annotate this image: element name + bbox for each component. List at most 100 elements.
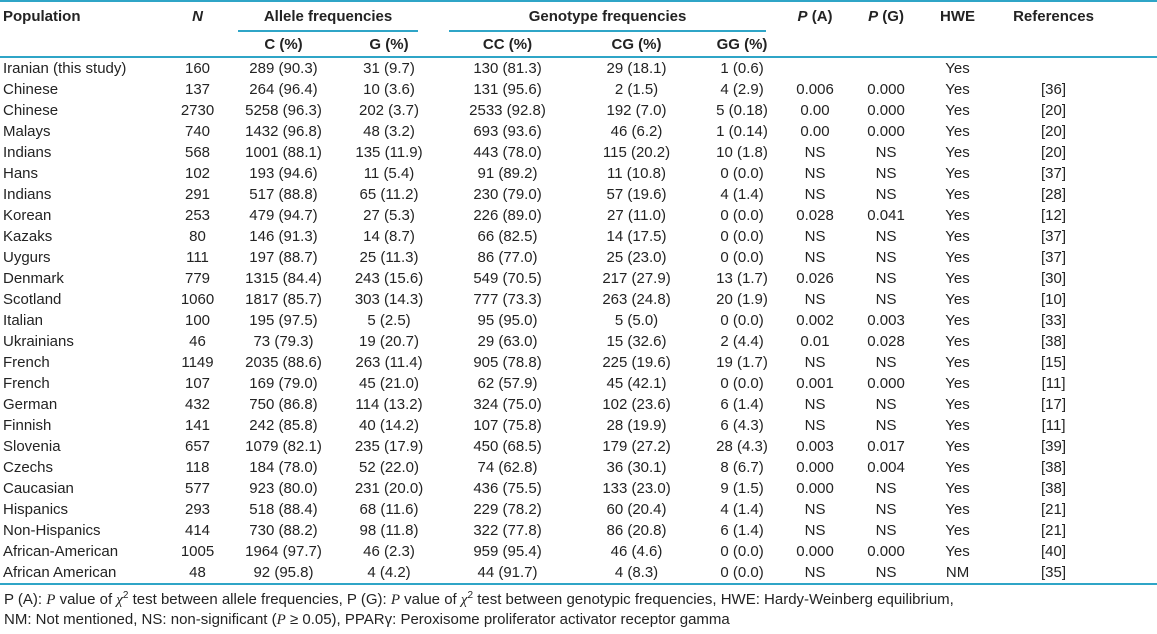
- cell-hwe: NM: [920, 562, 996, 585]
- cell-references: [30]: [1041, 270, 1067, 287]
- cell-gg: 0 (0.0): [720, 228, 764, 245]
- cell-p_a: NS: [778, 562, 853, 585]
- table-row: Chinese 137 264 (96.4) 10 (3.6) 131 (95.6) 2 …: [0, 79, 1157, 100]
- cell-cg: 225 (19.6): [602, 354, 671, 371]
- cell-n: 1149: [181, 354, 214, 371]
- cell-g: 98 (11.8): [359, 522, 419, 539]
- cell-p_a: NS: [804, 501, 826, 518]
- cell-p_g: 0.004: [867, 459, 905, 476]
- cell-population: Indians: [3, 144, 52, 161]
- cell-hwe: Yes: [945, 375, 970, 392]
- cell-p_a: NS: [804, 249, 826, 266]
- cell-references: [21]: [1041, 522, 1067, 539]
- table-row: Scotland 1060 1817 (85.7) 303 (14.3) 777 (73…: [0, 289, 1157, 310]
- cell-cc: 29 (63.0): [477, 333, 538, 350]
- table-footnote: P (A): P value of χ2 test between allele…: [0, 585, 1157, 630]
- cell-p_a: 0.006: [796, 81, 834, 98]
- cell-n: 46: [189, 333, 206, 350]
- cell-g: 25 (11.3): [359, 249, 419, 266]
- cell-n: 160: [184, 60, 211, 77]
- cell-population: Malays: [3, 123, 51, 140]
- cell-c: 1432 (96.8): [245, 123, 322, 140]
- col-group-allele-frequencies: Allele frequencies: [237, 1, 448, 32]
- cell-gg: 0 (0.0): [720, 249, 764, 266]
- cell-references: [15]: [1041, 354, 1067, 371]
- cell-hwe: Yes: [945, 60, 970, 77]
- cell-references: [10]: [1041, 291, 1067, 308]
- cell-references: [37]: [1041, 165, 1067, 182]
- cell-g: 31 (9.7): [363, 60, 415, 77]
- cell-cg: 217 (27.9): [602, 270, 671, 287]
- cell-cg: 86 (20.8): [606, 522, 667, 539]
- cell-cc: 905 (78.8): [473, 354, 542, 371]
- cell-population: Kazaks: [3, 228, 53, 245]
- cell-g: 243 (15.6): [354, 270, 424, 287]
- cell-cg: 2 (1.5): [614, 81, 659, 98]
- cell-population: Slovenia: [3, 438, 61, 455]
- table-row: Hans 102 193 (94.6) 11 (5.4) 91 (89.2) 11 (10…: [0, 163, 1157, 184]
- cell-g: 10 (3.6): [363, 81, 415, 98]
- cell-hwe: Yes: [945, 354, 970, 371]
- cell-hwe: Yes: [945, 396, 970, 413]
- cell-c: 730 (88.2): [249, 522, 318, 539]
- table-row: African-American 1005 1964 (97.7) 46 (2.3) 9…: [0, 541, 1157, 562]
- cell-p_g: NS: [875, 501, 897, 518]
- col-header-cc-pct: CC (%): [448, 32, 568, 58]
- cell-population: Finnish: [3, 417, 52, 434]
- cell-population: German: [3, 396, 58, 413]
- cell-g: 202 (3.7): [358, 102, 420, 119]
- cell-g: 65 (11.2): [359, 186, 419, 203]
- cell-p_g: NS: [875, 396, 897, 413]
- cell-g: 27 (5.3): [363, 207, 415, 224]
- cell-gg: 10 (1.8): [716, 144, 768, 161]
- cell-references: [20]: [1041, 144, 1067, 161]
- cell-gg: 8 (6.7): [720, 459, 764, 476]
- cell-p_a: 0.000: [796, 459, 834, 476]
- cell-g: 4 (4.2): [330, 562, 449, 585]
- cell-p_a: 0.001: [796, 375, 834, 392]
- cell-p_g: NS: [875, 417, 897, 434]
- cell-cc: 107 (75.8): [473, 417, 542, 434]
- cell-population: Indians: [3, 186, 52, 203]
- cell-gg: 4 (2.9): [720, 81, 764, 98]
- cell-c: 1079 (82.1): [245, 438, 322, 455]
- cell-hwe: Yes: [945, 228, 970, 245]
- cell-p_a: 0.028: [796, 207, 834, 224]
- cell-p_a: [778, 57, 852, 79]
- cell-references: [38]: [1041, 459, 1067, 476]
- cell-references: [21]: [1041, 501, 1067, 518]
- cell-gg: 0 (0.0): [720, 312, 764, 329]
- cell-references: [37]: [1041, 228, 1067, 245]
- cell-hwe: Yes: [945, 417, 970, 434]
- cell-p_a: NS: [804, 417, 826, 434]
- table-header: Population N Allele frequencies Genotype…: [0, 1, 1157, 58]
- cell-p_a: NS: [804, 186, 826, 203]
- table-row: Korean 253 479 (94.7) 27 (5.3) 226 (89.0) 27 …: [0, 205, 1157, 226]
- cell-cg: 115 (20.2): [602, 144, 671, 161]
- cell-hwe: Yes: [945, 459, 970, 476]
- cell-c: 1001 (88.1): [245, 144, 322, 161]
- cell-p_a: NS: [804, 165, 826, 182]
- cell-hwe: Yes: [945, 333, 970, 350]
- cell-hwe: Yes: [945, 144, 970, 161]
- cell-c: 193 (94.6): [249, 165, 318, 182]
- cell-cc: 322 (77.8): [473, 522, 542, 539]
- cell-references: [11]: [1041, 417, 1066, 434]
- cell-p_a: 0.00: [800, 123, 830, 140]
- cell-hwe: Yes: [945, 165, 970, 182]
- cell-n: 577: [184, 480, 211, 497]
- cell-cc: 693 (93.6): [473, 123, 542, 140]
- cell-n: 118: [185, 459, 210, 476]
- col-group-genotype-frequencies: Genotype frequencies: [448, 1, 778, 32]
- cell-cg: 133 (23.0): [602, 480, 671, 497]
- cell-p_a: 0.002: [796, 312, 834, 329]
- col-header-n: N: [158, 1, 237, 58]
- cell-population: Hans: [3, 165, 39, 182]
- cell-cc: 450 (68.5): [473, 438, 542, 455]
- cell-c: 169 (79.0): [249, 375, 318, 392]
- cell-n: 100: [184, 312, 211, 329]
- table-row: Indians 568 1001 (88.1) 135 (11.9) 443 (78.0…: [0, 142, 1157, 163]
- cell-gg: 20 (1.9): [716, 291, 768, 308]
- cell-n: 568: [184, 144, 211, 161]
- col-header-g-pct: G (%): [330, 32, 449, 58]
